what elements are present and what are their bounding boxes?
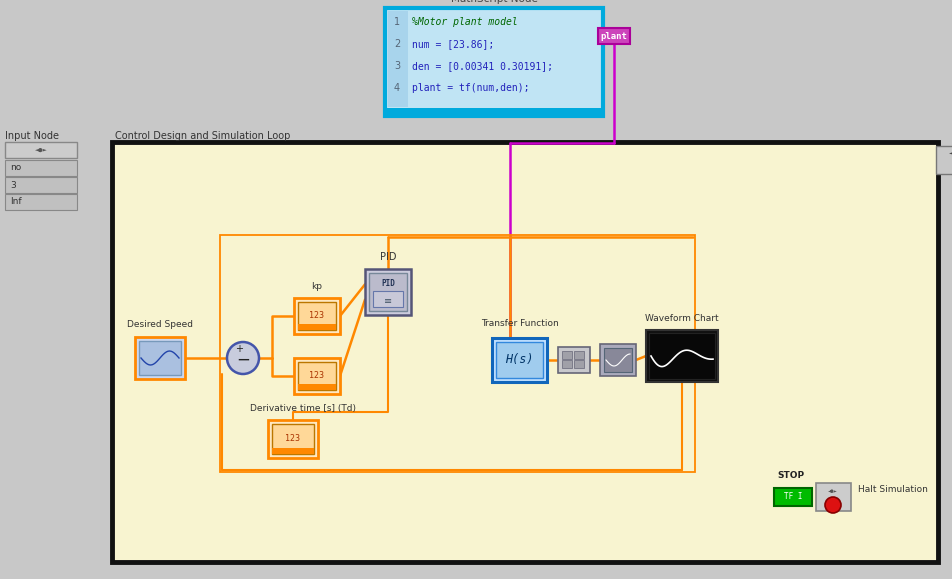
Text: ◄●►: ◄●►	[948, 151, 952, 156]
Bar	[387, 11, 407, 107]
Text: 3: 3	[393, 61, 400, 71]
Bar	[562, 351, 571, 359]
Text: den = [0.00341 0.30191];: den = [0.00341 0.30191];	[411, 61, 552, 71]
Bar	[604, 348, 631, 372]
Bar	[365, 269, 410, 315]
Bar	[220, 235, 694, 472]
Text: ◄●►: ◄●►	[827, 489, 837, 494]
Bar	[298, 362, 336, 390]
Bar	[5, 194, 77, 210]
Bar	[597, 28, 629, 44]
Text: no: no	[10, 163, 21, 173]
Text: num = [23.86];: num = [23.86];	[411, 39, 494, 49]
Bar	[5, 142, 77, 158]
Text: plant: plant	[600, 31, 626, 41]
Text: TF I: TF I	[783, 493, 802, 501]
Bar	[648, 333, 714, 379]
Bar	[368, 273, 407, 311]
Bar	[573, 360, 584, 368]
Circle shape	[227, 342, 259, 374]
Bar	[562, 360, 571, 368]
Bar	[773, 488, 811, 506]
Bar	[645, 330, 717, 382]
Text: Desired Speed: Desired Speed	[127, 320, 193, 329]
Text: 4: 4	[393, 83, 400, 93]
Text: 123: 123	[309, 312, 325, 321]
Text: plant = tf(num,den);: plant = tf(num,den);	[411, 83, 529, 93]
Bar	[385, 8, 603, 116]
Bar	[293, 298, 340, 334]
Text: 2: 2	[393, 39, 400, 49]
Bar	[271, 424, 313, 454]
Bar	[135, 337, 185, 379]
Text: −: −	[236, 351, 249, 369]
Text: 123: 123	[286, 434, 300, 444]
Bar	[935, 146, 952, 174]
Text: Waveform Chart: Waveform Chart	[645, 314, 718, 323]
Text: STOP: STOP	[777, 471, 803, 480]
Text: PID: PID	[381, 278, 394, 288]
Text: PID: PID	[379, 252, 396, 262]
Bar	[298, 384, 336, 390]
Bar	[139, 341, 181, 375]
Bar	[573, 351, 584, 359]
Bar	[5, 177, 77, 193]
Text: Transfer Function: Transfer Function	[480, 319, 558, 328]
Bar	[815, 483, 850, 511]
Bar	[271, 448, 313, 454]
Bar	[495, 342, 543, 378]
Text: MathScript Node: MathScript Node	[450, 0, 537, 4]
Bar	[112, 142, 937, 562]
Text: +: +	[235, 344, 243, 354]
Text: %Motor plant model: %Motor plant model	[411, 17, 517, 27]
Bar	[600, 344, 635, 376]
Text: ≡: ≡	[384, 296, 391, 306]
Text: 1: 1	[393, 17, 400, 27]
Bar	[293, 358, 340, 394]
Bar	[491, 338, 546, 382]
Bar	[5, 160, 77, 176]
Circle shape	[824, 497, 840, 513]
Text: kp: kp	[311, 282, 322, 291]
Text: 123: 123	[309, 372, 325, 380]
Text: Derivative time [s] (Td): Derivative time [s] (Td)	[249, 404, 356, 413]
Bar	[298, 302, 336, 330]
Text: Input Node: Input Node	[5, 131, 59, 141]
Bar	[372, 291, 403, 307]
Text: ◄●►: ◄●►	[34, 147, 48, 153]
Text: Halt Simulation: Halt Simulation	[857, 485, 927, 494]
Text: H(s): H(s)	[505, 354, 533, 367]
Text: Control Design and Simulation Loop: Control Design and Simulation Loop	[115, 131, 290, 141]
Bar	[385, 108, 603, 116]
Bar	[268, 420, 318, 458]
Text: 3: 3	[10, 181, 16, 189]
Text: Inf: Inf	[10, 197, 22, 207]
Bar	[298, 324, 336, 330]
Bar	[558, 347, 589, 373]
